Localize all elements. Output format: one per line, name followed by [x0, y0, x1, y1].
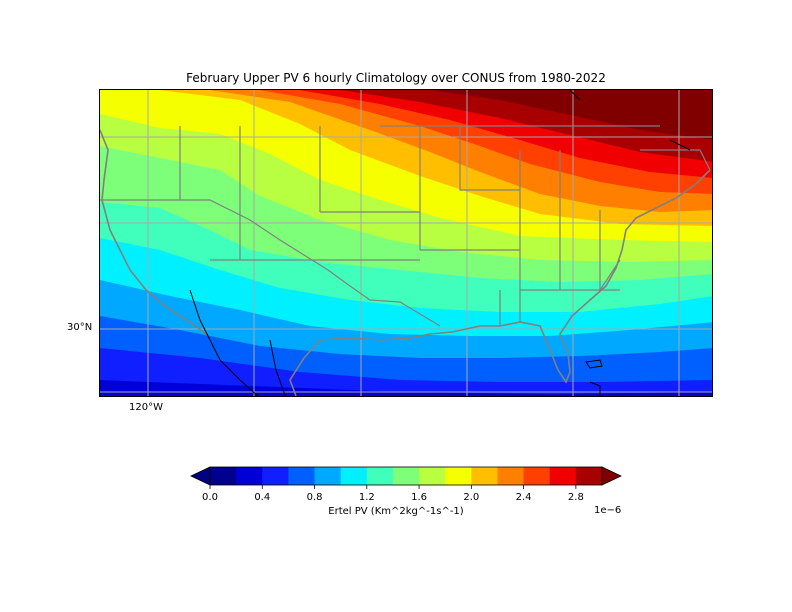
colorbar-over-extend [601, 466, 622, 486]
colorbar-under-extend [190, 466, 211, 486]
colorbar-tick-label: 0.4 [254, 492, 270, 503]
colorbar-tick-label: 2.8 [568, 492, 584, 503]
colorbar-tick-label: 0.0 [202, 492, 218, 503]
colorbar-swatch [497, 467, 525, 485]
colorbar-swatch [314, 467, 342, 485]
colorbar-swatch [236, 467, 263, 485]
colorbar-swatch [471, 467, 498, 485]
colorbar-tick-label: 0.8 [307, 492, 323, 503]
colorbar-swatch [419, 467, 446, 485]
colorbar-swatch [262, 467, 289, 485]
colorbar-label: Ertel PV (Km^2kg^-1s^-1) [328, 506, 464, 517]
colorbar-swatch [523, 467, 551, 485]
colorbar-swatch [210, 467, 237, 485]
colorbar-swatch [392, 467, 420, 485]
colorbar-swatch [549, 467, 577, 485]
colorbar-tick-label: 1.2 [359, 492, 375, 503]
map-panel [99, 89, 713, 397]
gridlines [100, 90, 712, 396]
colorbar-tick-label: 1.6 [411, 492, 427, 503]
lat-tick-label: 30°N [67, 322, 93, 333]
colorbar-swatch [575, 467, 603, 485]
contour-band [430, 90, 712, 140]
pv-map [100, 90, 712, 396]
colorbar-swatch [445, 467, 472, 485]
chart-title: February Upper PV 6 hourly Climatology o… [186, 71, 606, 85]
state-borders [100, 125, 711, 327]
colorbar-swatch [340, 467, 368, 485]
colorbar-tick-label: 2.4 [516, 492, 532, 503]
colorbar-swatch [366, 467, 394, 485]
coastline [100, 129, 711, 396]
colorbar-swatch [288, 467, 316, 485]
lon-tick-label: 120°W [129, 402, 163, 413]
colorbar: 0.0 0.4 0.8 1.2 1.6 2.0 2.4 2.8 [190, 466, 622, 503]
colorbar-tick-label: 2.0 [463, 492, 479, 503]
country-borders [189, 90, 691, 396]
colorbar-exponent: 1e−6 [594, 505, 622, 516]
